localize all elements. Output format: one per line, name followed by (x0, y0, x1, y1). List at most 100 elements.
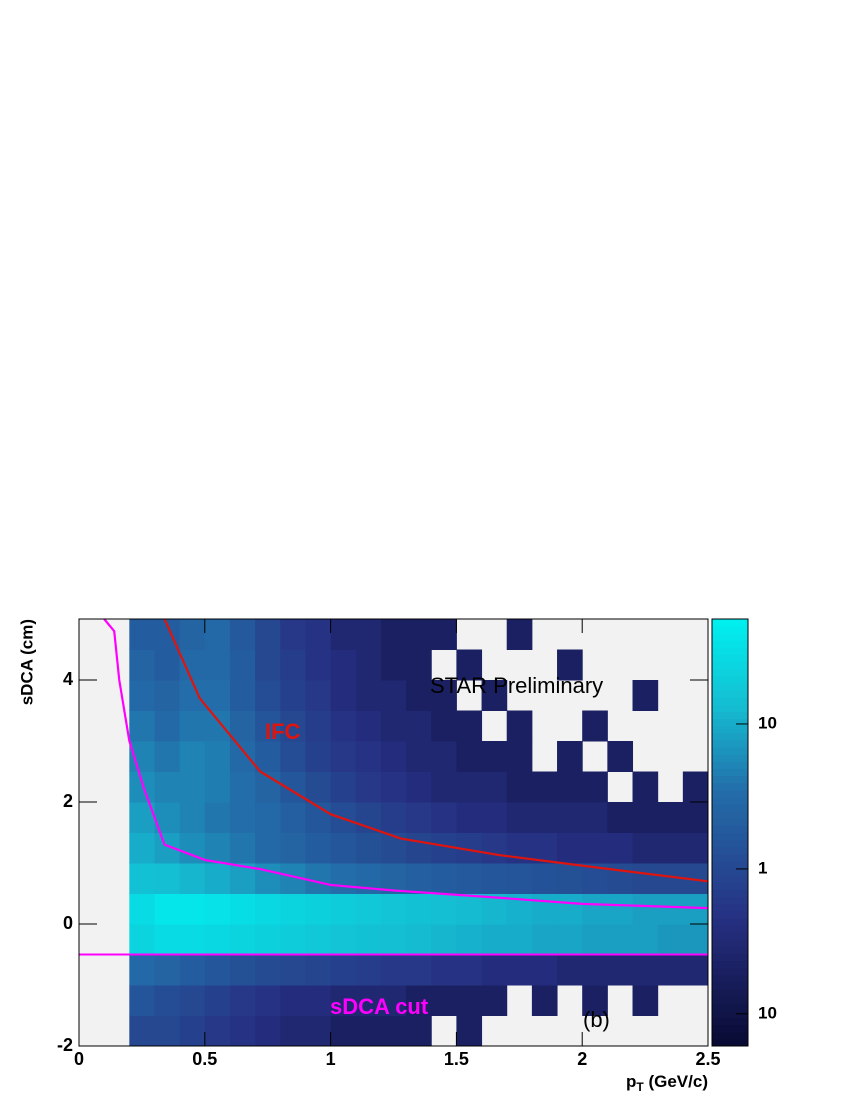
heatmap-cell (456, 924, 483, 955)
preliminary-label: STAR Preliminary (430, 673, 603, 698)
heatmap-cell (255, 710, 281, 742)
heatmap-cell (607, 954, 634, 986)
heatmap-cell (229, 985, 256, 1016)
heatmap-cell (380, 710, 407, 742)
heatmap-cell (330, 954, 357, 986)
heatmap-cell (406, 893, 432, 925)
heatmap-cell (456, 893, 483, 925)
heatmap-cell (179, 924, 206, 955)
heatmap-cell (305, 649, 332, 681)
heatmap-cell (406, 863, 432, 894)
colorbar-slice (712, 626, 748, 634)
heatmap-cell (179, 893, 206, 925)
heatmap-cell (305, 771, 332, 803)
colorbar-slice (712, 953, 748, 962)
heatmap-cell (406, 619, 432, 650)
heatmap-cell (456, 802, 483, 833)
heatmap-cell (607, 802, 634, 833)
colorbar-slice (712, 761, 748, 769)
heatmap-cell (506, 710, 533, 742)
colorbar-slice (712, 619, 748, 627)
heatmap-cell (406, 985, 432, 1016)
heatmap-cell (406, 680, 432, 711)
colorbar-slice (712, 811, 748, 819)
heatmap-cell (355, 649, 382, 681)
colorbar-slice (712, 996, 748, 1004)
heatmap-cell (557, 832, 583, 864)
colorbar-slice (712, 917, 748, 926)
heatmap-cell (431, 863, 457, 894)
heatmap-cell (481, 863, 508, 894)
heatmap-cell (582, 924, 608, 955)
heatmap-cell (280, 649, 306, 681)
curve (163, 618, 709, 883)
heatmap-cell (531, 832, 558, 864)
heatmap-cell (380, 924, 407, 955)
colorbar-slice (712, 1003, 748, 1011)
heatmap-cell (280, 619, 306, 650)
heatmap-cell (330, 863, 357, 894)
heatmap-cell (607, 832, 634, 864)
heatmap-cell (255, 649, 281, 681)
heatmap-cell (154, 680, 181, 711)
colorbar-slice (712, 1024, 748, 1033)
heatmap-cell (380, 680, 407, 711)
heatmap-cell (506, 802, 533, 833)
colorbar-slice (712, 804, 748, 812)
heatmap-cell (456, 985, 483, 1016)
cut-label: sDCA cut (330, 994, 429, 1019)
heatmap-cell (154, 954, 181, 986)
heatmap-cell (330, 771, 357, 803)
heatmap-cell (330, 619, 357, 650)
curve (103, 618, 709, 910)
heatmap-cell (506, 619, 533, 650)
colorbar-slice (712, 668, 748, 677)
colorbar-slice (712, 640, 748, 648)
ifc-label: IFC (265, 719, 301, 744)
heatmap-cell (255, 802, 281, 833)
heatmap-cell (682, 924, 709, 955)
colorbar-slice (712, 725, 748, 734)
x-tick-label: 2.5 (695, 1049, 720, 1069)
heatmap-cell (481, 802, 508, 833)
colorbar-slice (712, 782, 748, 791)
heatmap-cell (632, 863, 659, 894)
heatmap-cell (632, 924, 659, 955)
heatmap-cell (380, 893, 407, 925)
heatmap-cell (531, 893, 558, 925)
colorbar-slice (712, 896, 748, 905)
heatmap-cell (607, 893, 634, 925)
heatmap-cell (380, 649, 407, 681)
heatmap-cell (380, 954, 407, 986)
heatmap-cell (280, 741, 306, 772)
heatmap-cell (204, 863, 231, 894)
heatmap-cell (255, 832, 281, 864)
heatmap-cell (154, 924, 181, 955)
colorbar-slice (712, 832, 748, 841)
heatmap-cell (204, 649, 231, 681)
heatmap-cell (280, 680, 306, 711)
heatmap-cell (431, 741, 457, 772)
heatmap-cell (506, 741, 533, 772)
heatmap-cell (179, 863, 206, 894)
colorbar-slice (712, 796, 748, 805)
heatmap-cell (355, 832, 382, 864)
heatmap-cell (481, 985, 508, 1016)
heatmap-cell (557, 954, 583, 986)
heatmap-cell (305, 985, 332, 1016)
heatmap-cell (456, 863, 483, 894)
heatmap-cell (204, 924, 231, 955)
colorbar-slice (712, 839, 748, 848)
heatmap-cell (531, 771, 558, 803)
heatmap-cell (582, 985, 608, 1016)
heatmap-cell (204, 710, 231, 742)
colorbar-slice (712, 846, 748, 855)
heatmap-cell (305, 710, 332, 742)
heatmap-cell (406, 802, 432, 833)
y-tick-label: 0 (63, 913, 73, 933)
colorbar-slice (712, 989, 748, 997)
heatmap-cell (557, 741, 583, 772)
heatmap-cell (179, 680, 206, 711)
heatmap-cell (506, 771, 533, 803)
heatmap-cell (380, 741, 407, 772)
